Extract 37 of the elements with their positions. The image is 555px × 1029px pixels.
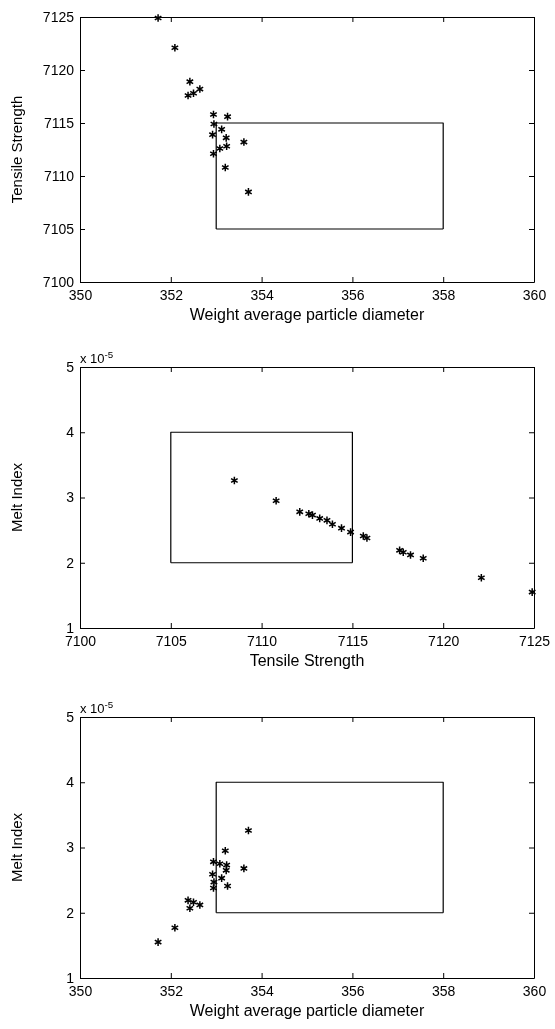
x-tick-label: 7110 [247,632,278,649]
y-axis-title: Melt Index [8,462,25,533]
x-tick-label: 354 [250,982,274,999]
y-tick-label: 1 [66,619,75,636]
y-tick-label: 2 [66,554,75,571]
y-tick-label: 4 [66,774,75,791]
x-tick-label: 358 [432,286,456,303]
x-tick-label: 360 [522,982,547,999]
x-tick-label: 7105 [155,632,188,649]
x-tick-label: 7120 [428,632,460,649]
text: x 10$^{-5}$ [80,348,114,366]
x-tick-label: 360 [522,286,547,303]
x-tick-label: 7125 [518,632,551,649]
x-axis-title: Weight average particle diameter [189,306,425,323]
y-tick-label: 3 [66,489,75,506]
y-tick-label: 5 [66,708,75,725]
y-axis-title: Tensile Strength [8,95,25,204]
y-tick-label: 3 [66,839,75,856]
y-tick-label: 7125 [42,8,75,25]
y-tick-label: 7110 [43,167,75,184]
x-tick-label: 356 [341,286,365,303]
y-tick-label: 7105 [42,220,75,237]
x-tick-label: 358 [432,982,456,999]
y-tick-label: 7120 [42,61,75,78]
x-tick-label: 352 [159,286,184,303]
text: x 10$^{-5}$ [80,698,114,716]
x-axis-title: Weight average particle diameter [189,1002,425,1019]
x-tick-label: 7115 [337,632,369,649]
x-tick-label: 356 [341,982,365,999]
y-axis-title: Melt Index [8,812,25,883]
x-tick-label: 352 [159,982,184,999]
y-tick-label: 7115 [43,114,75,131]
x-tick-label: 354 [250,286,274,303]
x-axis-title: Tensile Strength [249,652,365,669]
y-tick-label: 4 [66,424,75,441]
y-tick-label: 2 [66,904,75,921]
y-tick-label: 5 [66,358,75,375]
